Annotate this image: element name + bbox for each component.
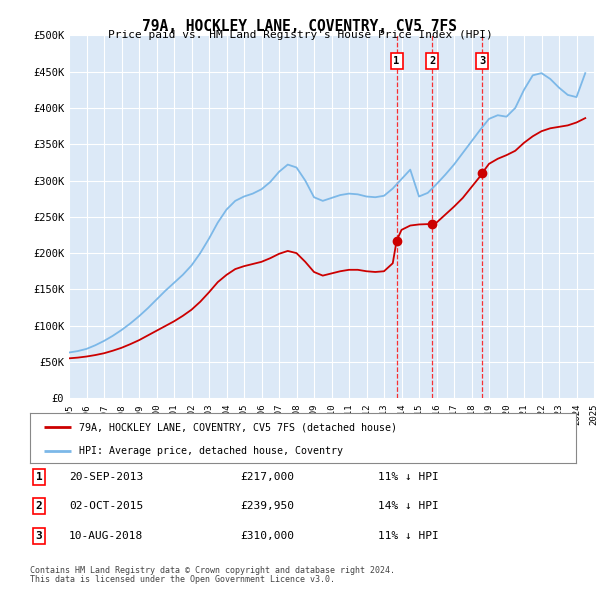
Text: 20-SEP-2013: 20-SEP-2013 xyxy=(69,472,143,481)
Text: 1: 1 xyxy=(394,56,400,66)
Text: £310,000: £310,000 xyxy=(240,531,294,540)
Text: 2: 2 xyxy=(35,502,43,511)
Text: 79A, HOCKLEY LANE, COVENTRY, CV5 7FS: 79A, HOCKLEY LANE, COVENTRY, CV5 7FS xyxy=(143,19,458,34)
Text: 02-OCT-2015: 02-OCT-2015 xyxy=(69,502,143,511)
Text: 79A, HOCKLEY LANE, COVENTRY, CV5 7FS (detached house): 79A, HOCKLEY LANE, COVENTRY, CV5 7FS (de… xyxy=(79,422,397,432)
Text: Contains HM Land Registry data © Crown copyright and database right 2024.: Contains HM Land Registry data © Crown c… xyxy=(30,566,395,575)
Text: 3: 3 xyxy=(35,531,43,540)
Text: 11% ↓ HPI: 11% ↓ HPI xyxy=(378,531,439,540)
Text: This data is licensed under the Open Government Licence v3.0.: This data is licensed under the Open Gov… xyxy=(30,575,335,584)
Text: 10-AUG-2018: 10-AUG-2018 xyxy=(69,531,143,540)
Text: £217,000: £217,000 xyxy=(240,472,294,481)
Text: 2: 2 xyxy=(429,56,435,66)
Text: HPI: Average price, detached house, Coventry: HPI: Average price, detached house, Cove… xyxy=(79,445,343,455)
Text: 14% ↓ HPI: 14% ↓ HPI xyxy=(378,502,439,511)
Text: £239,950: £239,950 xyxy=(240,502,294,511)
Text: 3: 3 xyxy=(479,56,485,66)
Text: 1: 1 xyxy=(35,472,43,481)
Text: Price paid vs. HM Land Registry's House Price Index (HPI): Price paid vs. HM Land Registry's House … xyxy=(107,30,493,40)
Text: 11% ↓ HPI: 11% ↓ HPI xyxy=(378,472,439,481)
